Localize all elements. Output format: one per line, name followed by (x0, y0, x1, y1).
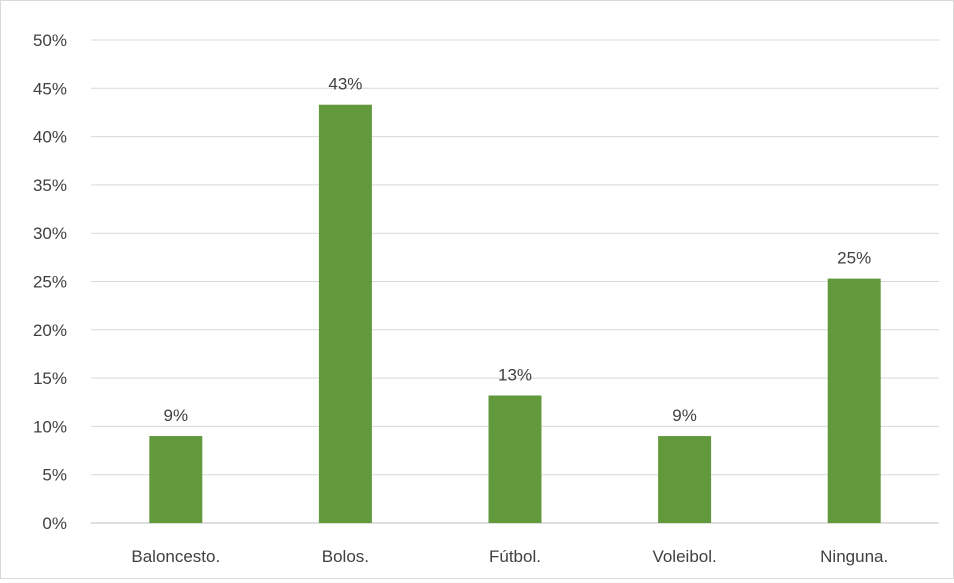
category-label: Bolos. (322, 547, 369, 566)
bars (149, 104, 881, 524)
gridlines (91, 39, 939, 524)
y-tick-label: 25% (33, 273, 67, 292)
category-label: Voleibol. (652, 547, 716, 566)
data-label: 9% (672, 406, 697, 425)
bar (827, 278, 881, 523)
data-label: 9% (164, 406, 189, 425)
data-label: 25% (837, 249, 871, 268)
bar (488, 395, 542, 523)
bar (149, 436, 203, 523)
y-tick-label: 30% (33, 224, 67, 243)
y-tick-label: 0% (42, 514, 67, 533)
y-tick-label: 50% (33, 31, 67, 50)
bar (658, 436, 712, 523)
category-label: Ninguna. (820, 547, 888, 566)
y-tick-label: 40% (33, 128, 67, 147)
y-tick-label: 5% (42, 466, 67, 485)
data-label: 43% (328, 75, 362, 94)
category-label: Fútbol. (489, 547, 541, 566)
data-labels: 9% 43% 13% 9% 25% (164, 75, 872, 425)
y-tick-label: 15% (33, 369, 67, 388)
y-axis-ticks: 0% 5% 10% 15% 20% 25% 30% 35% 40% 45% 50% (33, 31, 67, 533)
y-tick-label: 35% (33, 176, 67, 195)
y-tick-label: 20% (33, 321, 67, 340)
y-tick-label: 45% (33, 79, 67, 98)
category-label: Baloncesto. (131, 547, 220, 566)
y-tick-label: 10% (33, 417, 67, 436)
x-axis-categories: Baloncesto. Bolos. Fútbol. Voleibol. Ninguna… (131, 547, 888, 566)
bar (318, 104, 372, 524)
data-label: 13% (498, 365, 532, 384)
